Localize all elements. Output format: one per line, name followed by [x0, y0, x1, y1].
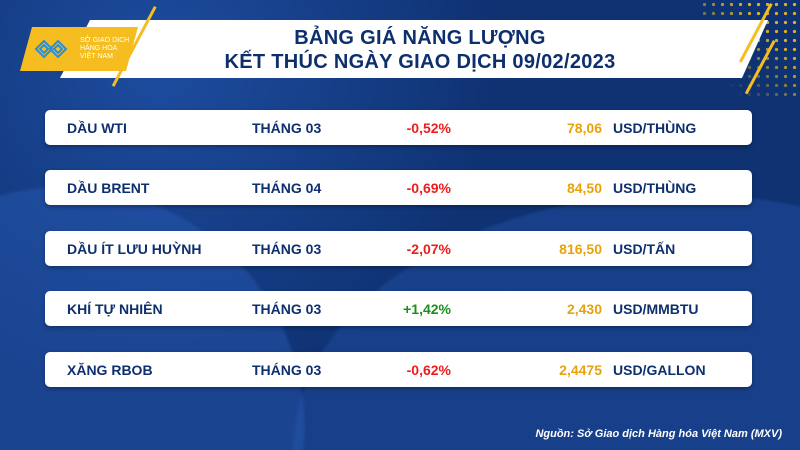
- commodity-name: XĂNG RBOB: [67, 362, 153, 378]
- price: 84,50: [566, 180, 602, 196]
- commodity-name: KHÍ TỰ NHIÊN: [67, 301, 163, 317]
- price-change: -0,62%: [406, 362, 451, 378]
- unit: USD/THÙNG: [613, 180, 697, 196]
- logo-text: VIỆT NAM: [80, 53, 113, 60]
- commodity-name: DẦU ÍT LƯU HUỲNH: [67, 241, 202, 257]
- logo: SỞ GIAO DỊCH HÀNG HÓA VIỆT NAM: [20, 27, 138, 71]
- table-row: DẦU BRENT THÁNG 04 -0,69% 84,50 USD/THÙN…: [45, 170, 752, 205]
- price: 816,50: [559, 241, 602, 257]
- table-row: DẦU WTI THÁNG 03 -0,52% 78,06 USD/THÙNG: [45, 110, 752, 145]
- table-row: KHÍ TỰ NHIÊN THÁNG 03 +1,42% 2,430 USD/M…: [45, 291, 752, 326]
- unit: USD/MMBTU: [613, 301, 699, 317]
- title-banner: [60, 20, 768, 78]
- page-subtitle: KẾT THÚC NGÀY GIAO DỊCH 09/02/2023: [224, 51, 616, 73]
- price: 78,06: [566, 120, 602, 136]
- logo-text: SỞ GIAO DỊCH: [80, 37, 130, 44]
- commodity-name: DẦU WTI: [67, 120, 127, 136]
- table-row: XĂNG RBOB THÁNG 03 -0,62% 2,4475 USD/GAL…: [45, 352, 752, 387]
- price-change: -2,07%: [406, 241, 451, 257]
- unit: USD/GALLON: [613, 362, 706, 378]
- contract-month: THÁNG 04: [252, 180, 322, 196]
- table-row: DẦU ÍT LƯU HUỲNH THÁNG 03 -2,07% 816,50 …: [45, 231, 752, 266]
- logo-text: HÀNG HÓA: [80, 45, 118, 52]
- price: 2,4475: [559, 362, 602, 378]
- contract-month: THÁNG 03: [252, 120, 322, 136]
- price-change: -0,52%: [406, 120, 451, 136]
- price-change: -0,69%: [406, 180, 451, 196]
- unit: USD/TẤN: [613, 241, 676, 257]
- contract-month: THÁNG 03: [252, 301, 322, 317]
- source-note: Nguồn: Sở Giao dịch Hàng hóa Việt Nam (M…: [535, 428, 782, 440]
- logo-icon: [34, 37, 74, 61]
- contract-month: THÁNG 03: [252, 362, 322, 378]
- unit: USD/THÙNG: [613, 120, 697, 136]
- price-change: +1,42%: [403, 301, 451, 317]
- price: 2,430: [566, 301, 602, 317]
- page-title: BẢNG GIÁ NĂNG LƯỢNG: [294, 27, 546, 49]
- contract-month: THÁNG 03: [252, 241, 322, 257]
- commodity-name: DẦU BRENT: [67, 180, 150, 196]
